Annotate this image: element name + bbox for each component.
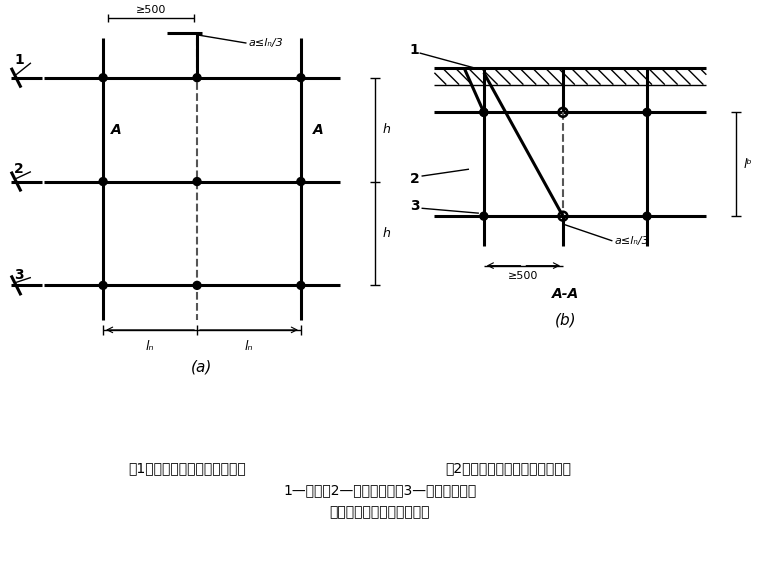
Text: a≤lₙ/3: a≤lₙ/3 bbox=[614, 236, 649, 246]
Text: (a): (a) bbox=[192, 360, 213, 375]
Circle shape bbox=[480, 108, 488, 116]
Circle shape bbox=[99, 74, 107, 82]
Text: 纵向水平杆对接接头布置。: 纵向水平杆对接接头布置。 bbox=[330, 505, 430, 519]
Text: lᵇ: lᵇ bbox=[744, 158, 753, 171]
Circle shape bbox=[193, 178, 201, 185]
Circle shape bbox=[99, 282, 107, 290]
Text: 1: 1 bbox=[410, 43, 420, 57]
Text: h: h bbox=[383, 123, 391, 136]
Text: (b): (b) bbox=[555, 312, 576, 328]
Circle shape bbox=[193, 74, 201, 82]
Circle shape bbox=[480, 108, 488, 116]
Text: 2: 2 bbox=[410, 172, 420, 186]
Text: 3: 3 bbox=[410, 200, 420, 213]
Text: 3: 3 bbox=[14, 267, 24, 282]
Text: 2: 2 bbox=[14, 162, 24, 176]
Circle shape bbox=[193, 282, 201, 290]
Circle shape bbox=[99, 178, 107, 185]
Text: 1: 1 bbox=[14, 53, 24, 67]
Text: ≥500: ≥500 bbox=[508, 271, 539, 280]
Text: lₙ: lₙ bbox=[146, 340, 154, 353]
Circle shape bbox=[643, 108, 651, 116]
Text: 1—立杆；2—纵向水平杆；3—横向水平杆。: 1—立杆；2—纵向水平杆；3—横向水平杆。 bbox=[283, 483, 477, 497]
Circle shape bbox=[297, 282, 305, 290]
Text: ≥500: ≥500 bbox=[136, 5, 166, 15]
Circle shape bbox=[480, 212, 488, 220]
Text: h: h bbox=[383, 227, 391, 240]
Text: A-A: A-A bbox=[552, 287, 579, 302]
Text: A: A bbox=[313, 123, 324, 137]
Text: lₙ: lₙ bbox=[245, 340, 253, 353]
Circle shape bbox=[297, 178, 305, 185]
Text: A: A bbox=[111, 123, 122, 137]
Circle shape bbox=[643, 212, 651, 220]
Text: （2）接头不在同跨内（平面）。: （2）接头不在同跨内（平面）。 bbox=[445, 461, 572, 475]
Text: （1）接头不在同步内（立面）: （1）接头不在同步内（立面） bbox=[128, 461, 246, 475]
Text: a≤lₙ/3: a≤lₙ/3 bbox=[249, 38, 283, 48]
Circle shape bbox=[297, 74, 305, 82]
